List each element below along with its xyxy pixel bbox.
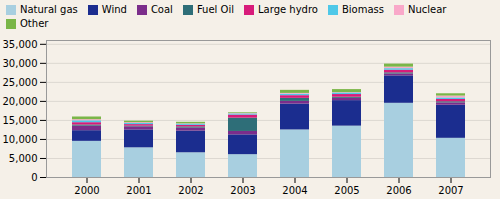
svg-text:15,000: 15,000 [3, 115, 38, 126]
html-text:Wind: Wind [101, 4, 127, 15]
svg-text:2001: 2001 [126, 185, 151, 196]
svg-text:2000: 2000 [74, 185, 99, 196]
svg-text:25,000: 25,000 [3, 77, 38, 88]
html-text:Biomass: Biomass [341, 4, 384, 15]
svg-text:5,000: 5,000 [9, 153, 38, 164]
svg-text:35,000: 35,000 [3, 39, 38, 50]
html-text:Natural gas: Natural gas [20, 4, 78, 15]
svg-text:0: 0 [31, 172, 37, 183]
svg-text:2002: 2002 [178, 185, 203, 196]
svg-text:2007: 2007 [438, 185, 463, 196]
svg-text:2005: 2005 [334, 185, 359, 196]
html-text:Large hydro: Large hydro [258, 4, 318, 15]
svg-text:2003: 2003 [230, 185, 255, 196]
svg-text:20,000: 20,000 [3, 96, 38, 107]
html-text:Nuclear: Nuclear [408, 4, 447, 15]
html-text:Other: Other [20, 18, 49, 29]
svg-text:10,000: 10,000 [3, 134, 38, 145]
svg-text:2006: 2006 [386, 185, 411, 196]
html-text:Fuel Oil: Fuel Oil [196, 4, 234, 15]
svg-text:30,000: 30,000 [3, 58, 38, 69]
html-text:Coal: Coal [150, 4, 173, 15]
svg-text:2004: 2004 [282, 185, 307, 196]
